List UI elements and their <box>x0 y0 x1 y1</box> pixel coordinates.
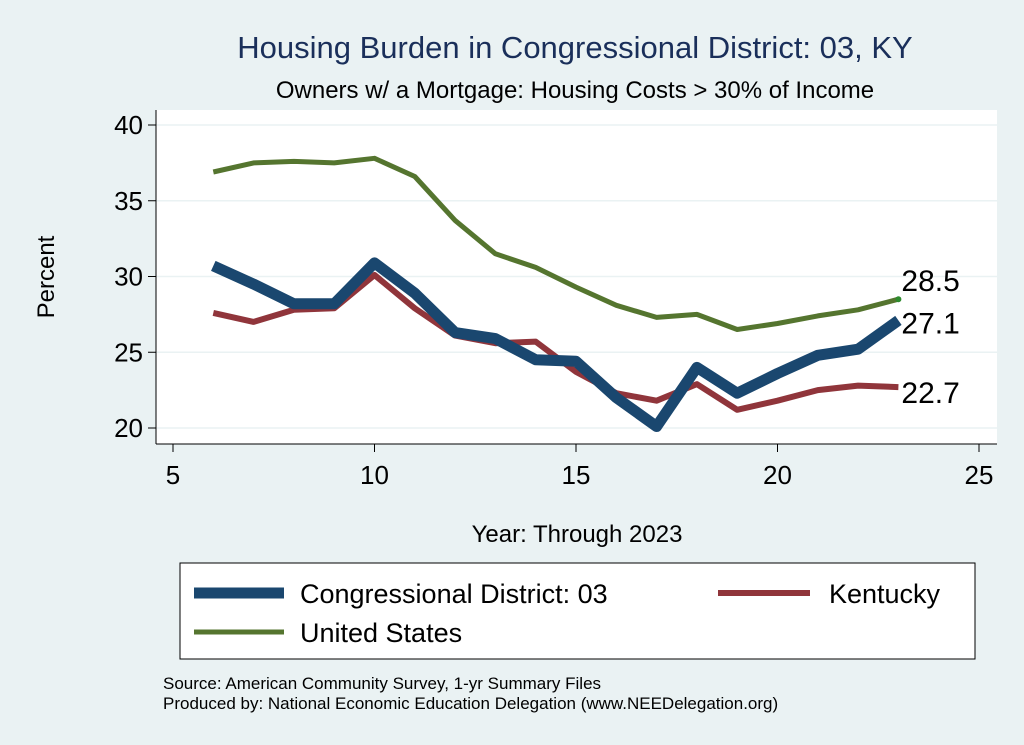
y-tick-label-40: 40 <box>114 110 143 140</box>
legend-label-united-states: United States <box>300 618 462 648</box>
x-tick-label-10: 10 <box>360 460 389 490</box>
y-axis-label: Percent <box>33 235 60 318</box>
y-tick-label-30: 30 <box>114 262 143 292</box>
x-tick-label-5: 5 <box>166 460 180 490</box>
chart-title: Housing Burden in Congressional District… <box>237 30 912 65</box>
x-axis-label: Year: Through 2023 <box>472 521 683 548</box>
legend-box <box>179 562 976 660</box>
series-line-district <box>211 257 902 432</box>
producer-note: Produced by: National Economic Education… <box>163 694 778 713</box>
x-ticks: 5 10 15 20 25 <box>166 444 994 490</box>
series-end-marker-united-states <box>895 296 902 303</box>
legend: Congressional District: 03 Kentucky Unit… <box>179 562 976 660</box>
x-tick-label-15: 15 <box>562 460 591 490</box>
end-label-kentucky: 22.7 <box>901 377 959 410</box>
end-label-united-states: 28.5 <box>901 265 959 298</box>
y-tick-label-20: 20 <box>114 413 143 443</box>
x-tick-label-20: 20 <box>763 460 792 490</box>
end-label-district: 27.1 <box>901 307 959 340</box>
x-tick-label-25: 25 <box>965 460 994 490</box>
end-labels: 27.1 22.7 28.5 <box>901 265 959 410</box>
y-ticks: 20 25 30 35 40 <box>114 110 156 443</box>
series-lines <box>211 155 902 432</box>
chart-subtitle: Owners w/ a Mortgage: Housing Costs > 30… <box>276 77 874 104</box>
legend-label-district: Congressional District: 03 <box>300 579 608 609</box>
y-tick-label-25: 25 <box>114 337 143 367</box>
y-tick-label-35: 35 <box>114 186 143 216</box>
series-line-united-states <box>212 155 900 332</box>
legend-label-kentucky: Kentucky <box>829 579 941 609</box>
grid-lines <box>156 124 997 429</box>
source-note: Source: American Community Survey, 1-yr … <box>163 674 601 693</box>
